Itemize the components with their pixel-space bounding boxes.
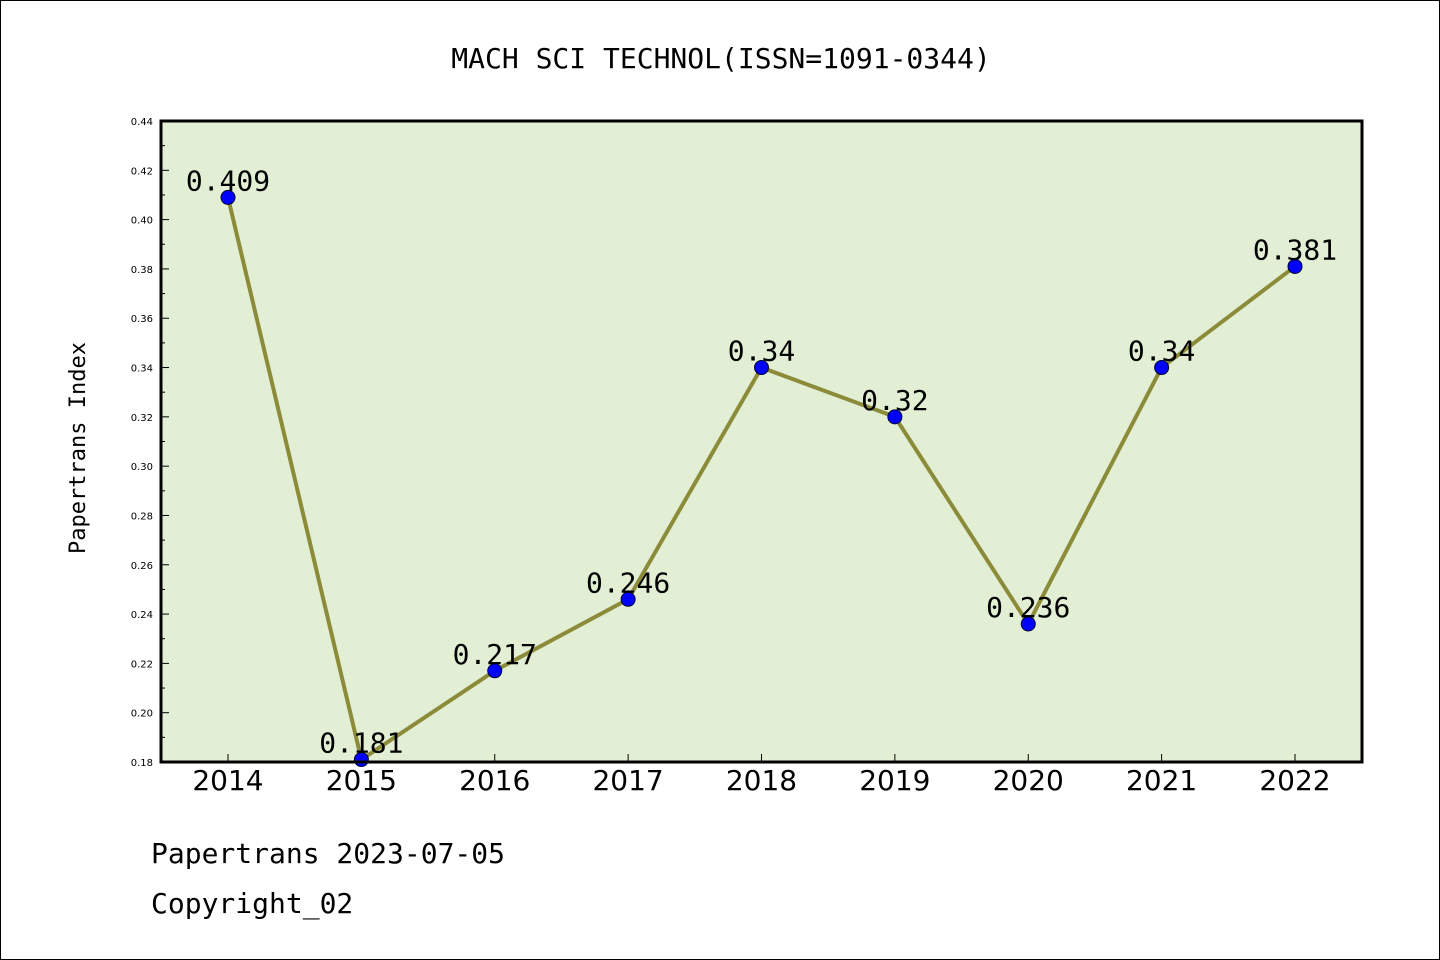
data-label: 0.236 [986,591,1070,624]
data-label: 0.32 [861,384,928,417]
y-tick-label: 0.40 [131,216,153,227]
footer-copyright: Copyright_02 [151,887,354,920]
data-point [887,409,903,425]
y-tick-label: 0.24 [131,610,153,621]
x-tick-label: 2014 [192,764,263,797]
plot-border [159,119,1364,764]
chart-title: MACH SCI TECHNOL(ISSN=1091-0344) [451,42,990,75]
x-tick-label: 2021 [1126,764,1197,797]
y-tick-label: 0.20 [131,709,153,720]
x-tick-label: 2020 [993,764,1064,797]
y-tick-label: 0.44 [131,117,153,128]
y-tick-label: 0.30 [131,462,153,473]
data-labels: 0.409 0.181 0.217 0.246 0.34 0.32 0.236 0.34 0.3… [186,164,1337,759]
data-label: 0.34 [728,335,795,368]
y-tick-label: 0.26 [131,561,153,572]
data-label: 0.381 [1253,233,1337,266]
data-point [1020,616,1036,632]
y-tick-label: 0.34 [131,364,153,375]
data-point [220,189,236,205]
x-tick-label: 2019 [859,764,930,797]
footer-date: Papertrans 2023-07-05 [151,837,506,870]
y-tick-label: 0.18 [131,758,153,769]
y-tick-label: 0.36 [131,314,153,325]
data-point [1154,360,1170,376]
data-label: 0.409 [186,164,270,197]
data-markers [220,189,1303,768]
x-tick-label: 2017 [592,764,663,797]
y-tick-label: 0.22 [131,659,153,670]
data-label: 0.217 [453,638,537,671]
data-point [754,360,769,376]
y-tick-label: 0.42 [131,166,153,177]
data-point [1287,258,1303,274]
data-point [620,591,636,607]
data-point [487,663,503,679]
y-tick-label: 0.38 [131,265,153,276]
x-axis-ticks: 2014 2015 2016 2017 2018 2019 2020 2021 2022 [192,754,1331,797]
y-tick-label: 0.32 [131,413,153,424]
plot-area [161,121,1362,762]
x-tick-label: 2018 [726,764,797,797]
y-tick-label: 0.28 [131,511,153,522]
x-tick-label: 2022 [1259,764,1330,797]
y-axis-label: Papertrans Index [66,342,91,554]
data-label: 0.181 [319,727,403,760]
x-tick-label: 2015 [326,764,397,797]
data-label: 0.246 [586,566,670,599]
x-tick-label: 2016 [459,764,530,797]
data-label: 0.34 [1128,335,1195,368]
